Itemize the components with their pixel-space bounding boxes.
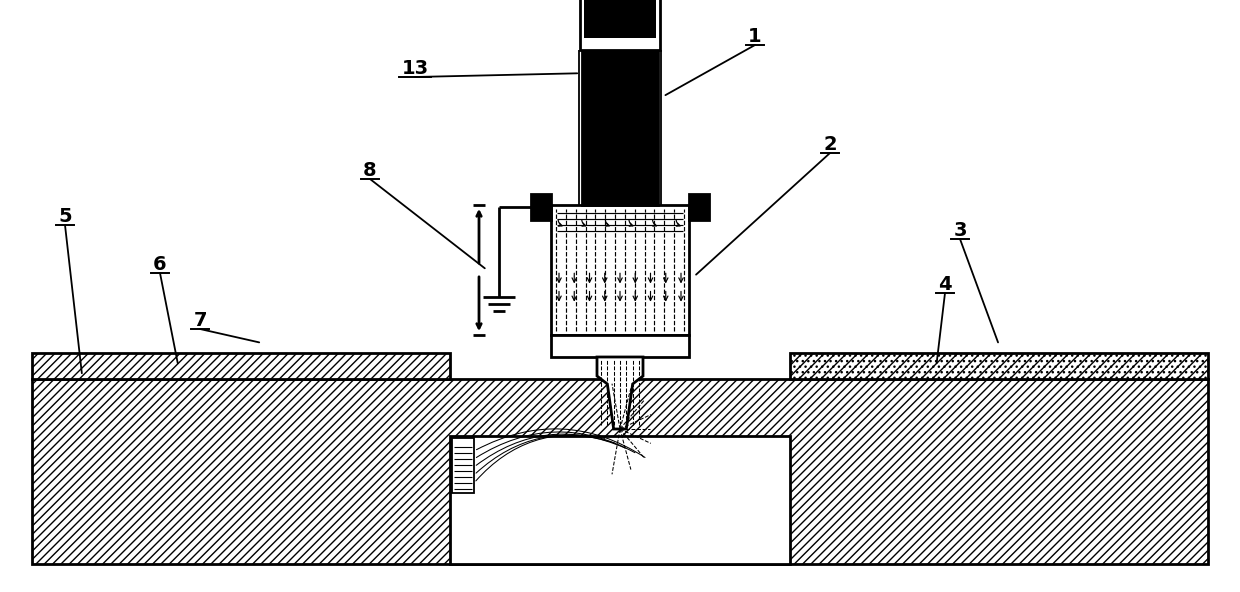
Polygon shape <box>689 194 709 220</box>
Polygon shape <box>32 353 450 379</box>
Text: 4: 4 <box>939 275 952 294</box>
Polygon shape <box>531 194 551 220</box>
Text: 13: 13 <box>402 59 429 78</box>
Polygon shape <box>453 438 474 493</box>
Polygon shape <box>596 357 644 429</box>
Polygon shape <box>582 50 658 205</box>
Polygon shape <box>32 379 1208 564</box>
Polygon shape <box>551 335 689 357</box>
Text: 5: 5 <box>58 207 72 226</box>
Polygon shape <box>580 0 660 50</box>
Text: 6: 6 <box>154 255 167 274</box>
Text: 3: 3 <box>954 220 967 240</box>
Polygon shape <box>584 0 656 38</box>
Polygon shape <box>450 436 790 564</box>
Polygon shape <box>551 205 689 335</box>
Text: 8: 8 <box>363 160 377 179</box>
Text: 2: 2 <box>823 134 837 153</box>
Text: 7: 7 <box>193 310 207 330</box>
Text: 1: 1 <box>748 27 761 46</box>
Polygon shape <box>790 353 1208 379</box>
